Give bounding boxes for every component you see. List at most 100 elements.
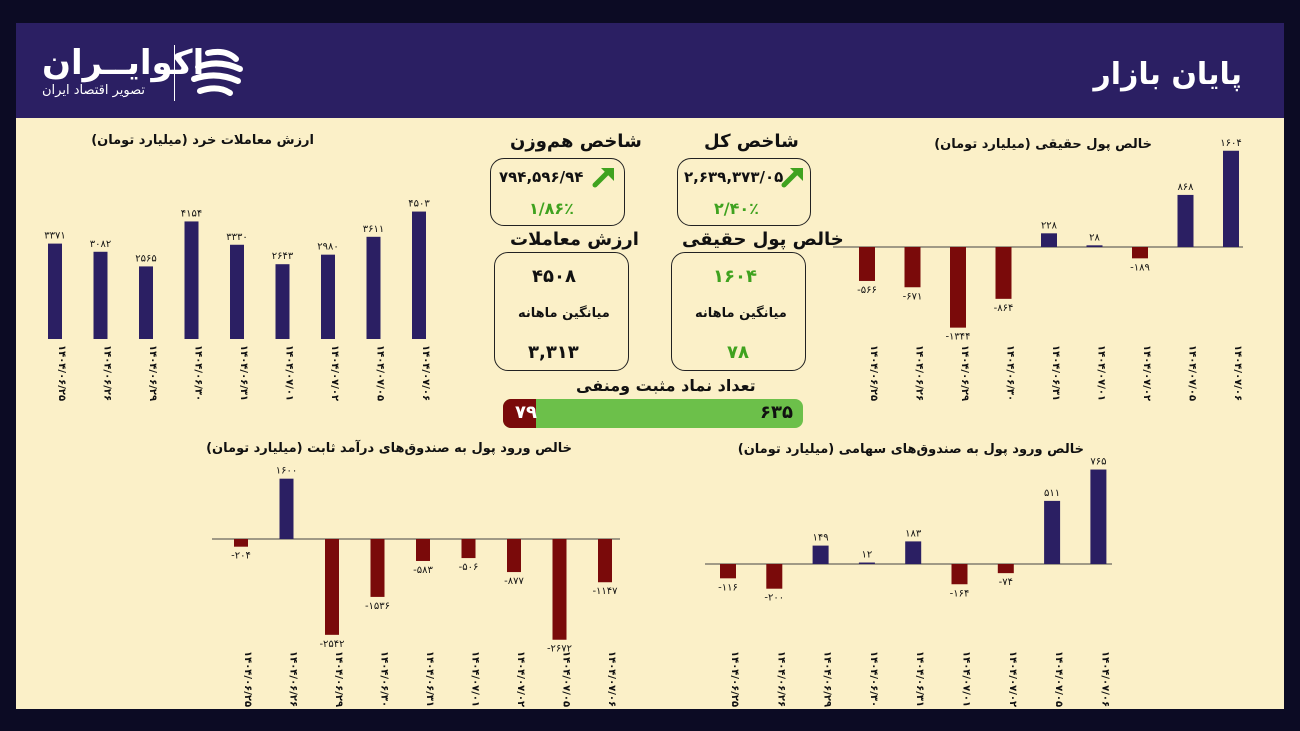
trade-value-kpi-title: ارزش معاملات: [510, 229, 639, 250]
chart-data-label: -۲۰۴: [231, 551, 251, 562]
chart-bar: [1223, 150, 1239, 247]
chart-data-label: ۵۱۱: [1044, 488, 1060, 499]
chart-bar: [1044, 500, 1061, 564]
chart-data-label: -۵۸۳: [413, 565, 433, 576]
chart-bar: [139, 266, 153, 339]
chart-category-label: ۱۴۰۴/۰۷/۰۲: [1007, 651, 1018, 707]
chart-bar: [859, 247, 875, 281]
chart-category-label: ۱۴۰۴/۰۷/۰۶: [606, 651, 617, 707]
chart-data-label: -۱۶۴: [950, 588, 970, 599]
retail-trade-chart-title: ارزش معاملات خرد (میلیارد تومان): [91, 133, 314, 148]
equal-weight-index-change: ۱/۸۶٪: [529, 199, 574, 218]
chart-data-label: -۱۳۴۴: [945, 332, 970, 343]
chart-data-label: ۲۲۸: [1041, 220, 1058, 231]
chart-category-label: ۱۴۰۴/۰۷/۰۱: [470, 651, 481, 707]
chart-category-label: ۱۴۰۴/۰۶/۲۶: [914, 345, 925, 401]
chart-category-label: ۱۴۰۴/۰۶/۳۰: [868, 651, 879, 707]
chart-bar: [858, 562, 875, 564]
chart-bar: [812, 545, 829, 564]
chart-category-label: ۱۴۰۴/۰۶/۳۱: [424, 651, 435, 707]
chart-bar: [997, 564, 1014, 574]
chart-data-label: ۷۶۵: [1090, 457, 1106, 468]
chart-category-label: ۱۴۰۴/۰۷/۰۵: [561, 651, 572, 707]
positive-symbols-count: ۶۳۵: [760, 402, 793, 423]
chart-bar: [507, 539, 521, 573]
chart-bar: [766, 564, 783, 589]
chart-category-label: ۱۴۰۴/۰۶/۲۹: [822, 651, 833, 707]
chart-category-label: ۱۴۰۴/۰۶/۲۹: [333, 651, 344, 707]
chart-data-label: -۲۵۴۲: [319, 639, 344, 650]
chart-bar: [325, 539, 339, 635]
negative-symbols-count: ۷۹: [515, 402, 537, 423]
chart-bar: [370, 539, 385, 597]
chart-data-label: ۳۶۱۱: [363, 224, 384, 235]
chart-bar: [234, 539, 248, 547]
net-real-money-kpi-value: ۱۶۰۴: [713, 266, 757, 287]
chart-bar: [1086, 245, 1103, 247]
chart-bar: [951, 564, 968, 585]
chart-data-label: -۲۰۰: [764, 593, 784, 604]
chart-bar: [184, 221, 199, 339]
chart-data-label: ۴۱۵۴: [181, 208, 202, 219]
chart-data-label: -۱۸۹: [1130, 262, 1150, 273]
chart-data-label: ۳۰۸۲: [90, 239, 111, 250]
chart-data-label: ۱۲: [862, 550, 873, 561]
trade-value-box: ۴۵۰۸ میانگین ماهانه ۳,۳۱۳: [494, 252, 629, 371]
chart-category-label: ۱۴۰۴/۰۶/۲۶: [288, 651, 299, 707]
chart-bar: [275, 264, 290, 339]
chart-category-label: ۱۴۰۴/۰۶/۳۱: [1050, 345, 1061, 401]
chart-category-label: ۱۴۰۴/۰۶/۳۰: [193, 345, 204, 401]
chart-bar: [552, 539, 567, 640]
chart-category-label: ۱۴۰۴/۰۶/۳۰: [1005, 345, 1016, 401]
chart-category-label: ۱۴۰۴/۰۷/۰۵: [1053, 651, 1064, 707]
chart-bar: [1041, 233, 1057, 247]
symbols-count-bar: ۷۹ ۶۳۵: [503, 399, 803, 428]
trade-value-avg-label: میانگین ماهانه: [518, 306, 610, 321]
arrow-up-right-icon: [781, 168, 803, 188]
chart-data-label: ۲۸: [1089, 232, 1100, 243]
chart-category-label: ۱۴۰۴/۰۶/۲۵: [56, 345, 67, 401]
brand-tagline: تصویر اقتصاد ایران: [42, 83, 145, 98]
arrow-up-right-icon: [592, 168, 614, 188]
chart-data-label: -۱۱۶: [718, 582, 738, 593]
net-real-money-avg-label: میانگین ماهانه: [695, 306, 787, 321]
chart-data-label: ۲۶۴۳: [272, 251, 294, 262]
chart-bar: [1132, 247, 1148, 259]
chart-category-label: ۱۴۰۴/۰۶/۲۶: [102, 345, 113, 401]
chart-data-label: ۱۴۹: [813, 533, 829, 544]
total-index-value: ۲,۶۳۹,۳۷۳/۰۵: [684, 168, 784, 186]
chart-data-label: ۱۸۳: [905, 528, 922, 539]
chart-data-label: -۸۶۴: [994, 303, 1014, 314]
chart-category-label: ۱۴۰۴/۰۶/۲۹: [959, 345, 970, 401]
chart-category-label: ۱۴۰۴/۰۶/۲۵: [242, 651, 253, 707]
chart-data-label: -۱۵۳۶: [365, 601, 390, 612]
chart-category-label: ۱۴۰۴/۰۶/۲۶: [775, 651, 786, 707]
chart-category-label: ۱۴۰۴/۰۶/۲۵: [868, 345, 879, 401]
net-real-money-kpi-title: خالص پول حقیقی: [682, 229, 844, 250]
chart-bar: [48, 243, 62, 339]
chart-bar: [461, 539, 476, 559]
chart-bar: [366, 236, 381, 339]
chart-data-label: -۵۶۶: [857, 285, 877, 296]
equal-weight-index-box: ۷۹۴,۵۹۶/۹۴ ۱/۸۶٪: [490, 158, 625, 226]
dashboard-frame: [16, 23, 1284, 709]
trade-value-avg-value: ۳,۳۱۳: [528, 342, 579, 363]
chart-bar: [230, 244, 244, 339]
chart-bar: [598, 539, 612, 583]
chart-data-label: ۲۹۸۰: [317, 242, 338, 253]
chart-category-label: ۱۴۰۴/۰۶/۳۱: [914, 651, 925, 707]
chart-category-label: ۱۴۰۴/۰۶/۲۵: [729, 651, 740, 707]
chart-bar: [93, 251, 108, 339]
negative-symbols-segment: [503, 399, 537, 428]
equal-weight-index-title: شاخص هم‌وزن: [510, 131, 642, 152]
chart-data-label: -۱۱۴۷: [592, 586, 618, 597]
total-index-change: ۲/۴۰٪: [714, 199, 759, 218]
net-real-money-box: ۱۶۰۴ میانگین ماهانه ۷۸: [671, 252, 806, 371]
chart-data-label: -۵۰۶: [459, 562, 479, 573]
chart-category-label: ۱۴۰۴/۰۷/۰۵: [375, 345, 386, 401]
page-title: پایان بازار: [1093, 57, 1242, 92]
symbols-count-title: تعداد نماد مثبت ومنفی: [576, 376, 756, 395]
